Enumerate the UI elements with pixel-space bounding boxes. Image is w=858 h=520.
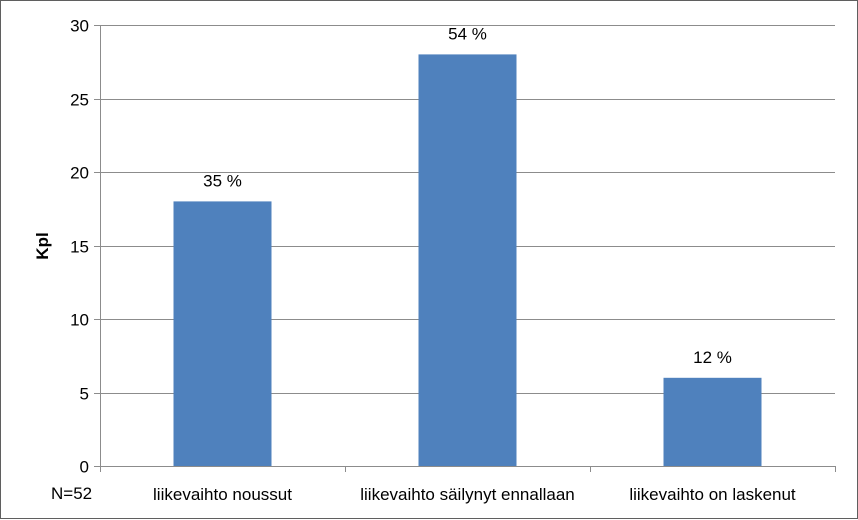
data-label: 54 % (448, 24, 487, 43)
bars (173, 54, 762, 467)
category-label: liikevaihto säilynyt ennallaan (360, 485, 575, 504)
y-tick-label: 5 (80, 385, 89, 404)
bar (418, 54, 517, 467)
bar (663, 377, 762, 466)
y-tick-label: 20 (70, 164, 89, 183)
sample-size-note: N=52 (51, 484, 93, 503)
axes (94, 25, 836, 472)
labels: 0 5 10 15 20 25 30 35 % liikevaihto noussut 54 % l… (70, 17, 796, 505)
y-tick-label: 0 (80, 458, 89, 477)
bar (173, 201, 272, 466)
y-tick-label: 30 (70, 17, 89, 36)
data-label: 12 % (693, 348, 732, 367)
y-tick-label: 25 (70, 91, 89, 110)
category-label: liikevaihto on laskenut (629, 485, 796, 504)
y-axis-title: Kpl (33, 232, 52, 259)
data-label: 35 % (203, 171, 242, 190)
y-tick-label: 10 (70, 311, 89, 330)
y-tick-label: 15 (70, 238, 89, 257)
category-label: liikevaihto noussut (153, 485, 292, 504)
